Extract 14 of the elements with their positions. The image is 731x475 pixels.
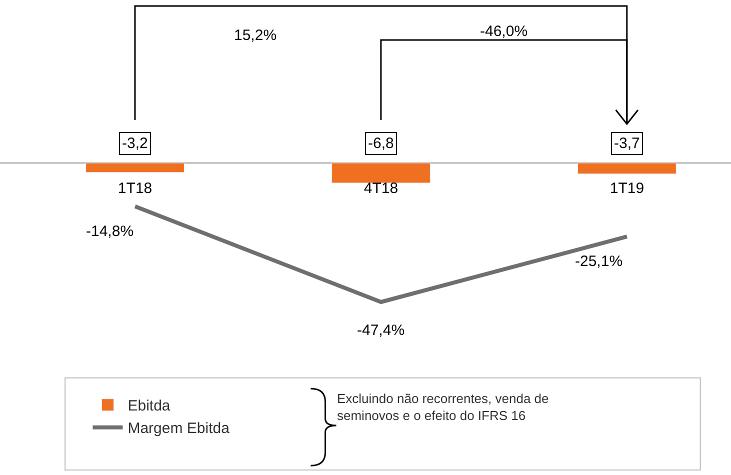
x-tick-label: 1T18 xyxy=(118,180,152,197)
legend-label: Ebitda xyxy=(128,398,171,415)
x-tick-label: 1T19 xyxy=(610,180,644,197)
x-tick-label: 4T18 xyxy=(364,180,398,197)
legend-label: Margem Ebitda xyxy=(128,420,230,438)
text: 15,2% xyxy=(234,27,277,44)
data-label: -47,4% xyxy=(357,322,405,339)
data-label: -14,8% xyxy=(86,223,134,240)
data-label: -6,8 xyxy=(368,135,394,152)
data-label: -3,7 xyxy=(614,135,640,152)
data-label: -25,1% xyxy=(575,253,623,270)
text: -46,0% xyxy=(480,23,528,40)
data-label: -3,2 xyxy=(122,135,148,152)
text: Excluindo não recorrentes, venda de seminovos e o efeito do IFRS 16 xyxy=(337,391,549,423)
